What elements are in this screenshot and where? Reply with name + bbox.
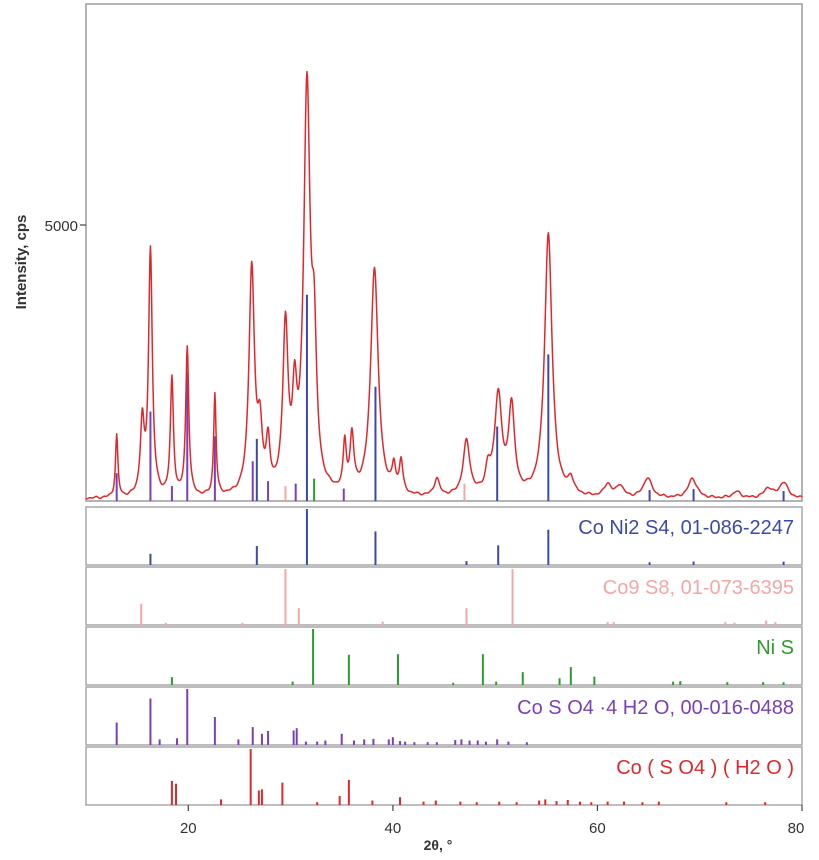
reference-frame xyxy=(85,626,803,686)
reference-panel: Co Ni2 S4, 01-086-2247 xyxy=(85,506,803,566)
reference-label: Co S O4 ·4 H2 O, 00-016-0488 xyxy=(517,697,794,719)
reference-stick-group xyxy=(170,629,785,685)
reference-stick-group xyxy=(170,749,767,805)
reference-frame xyxy=(85,686,803,746)
reference-label: Co ( S O4 ) ( H2 O ) xyxy=(616,757,794,779)
y-tick-label: 5000 xyxy=(45,218,78,235)
reference-panel: Co S O4 ·4 H2 O, 00-016-0488 xyxy=(85,686,803,746)
reference-frame xyxy=(85,566,803,626)
reference-stick-group xyxy=(140,569,777,625)
overlay-stick-group xyxy=(115,294,785,501)
reference-stick-group xyxy=(149,509,785,565)
main-plot-frame xyxy=(85,3,803,502)
y-axis-label: Intensity, cps xyxy=(13,215,30,310)
reference-frame xyxy=(85,506,803,566)
reference-label: Co9 S8, 01-073-6395 xyxy=(603,577,794,599)
x-tick-label: 60 xyxy=(589,820,606,837)
x-tick-label: 80 xyxy=(788,820,805,837)
reference-stick-group xyxy=(115,689,528,745)
x-axis: 20 40 60 80 2θ, ° xyxy=(180,805,804,853)
reference-panel: Co9 S8, 01-073-6395 xyxy=(85,566,803,626)
main-pattern-line xyxy=(85,70,803,500)
x-tick-label: 20 xyxy=(180,820,197,837)
reference-label: Co Ni2 S4, 01-086-2247 xyxy=(578,517,794,539)
main-pattern-panel: 5000 Intensity, cps xyxy=(13,3,803,502)
reference-panel: Co ( S O4 ) ( H2 O ) xyxy=(85,746,803,806)
reference-frame xyxy=(85,746,803,806)
reference-label: Ni S xyxy=(756,637,794,659)
x-axis-label: 2θ, ° xyxy=(424,837,453,853)
x-tick-label: 40 xyxy=(385,820,402,837)
reference-panel: Ni S xyxy=(85,626,803,686)
